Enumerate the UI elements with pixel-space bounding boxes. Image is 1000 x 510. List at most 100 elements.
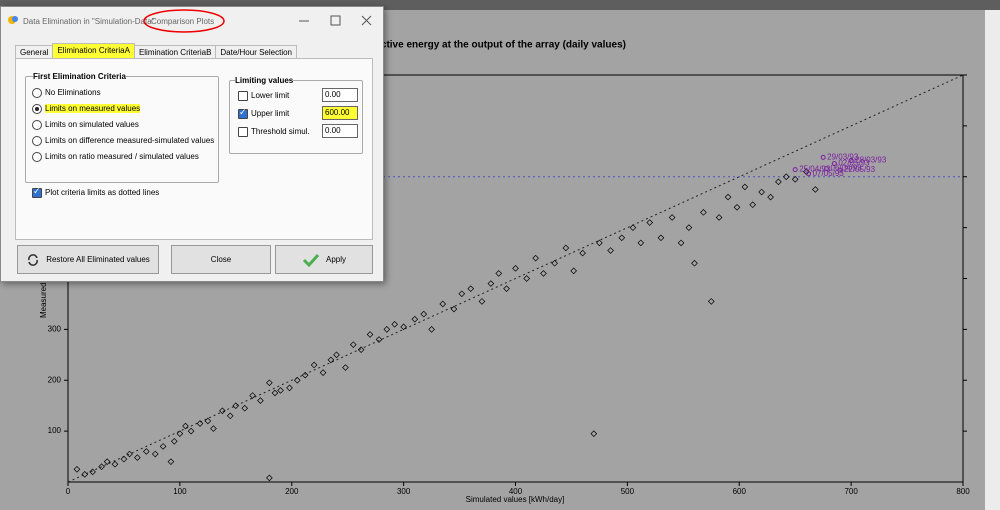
point — [668, 214, 676, 221]
button-label: Close — [210, 255, 232, 264]
point — [294, 376, 301, 384]
point — [715, 214, 723, 221]
point — [523, 275, 531, 282]
point — [775, 178, 782, 186]
x-tick-label: 200 — [285, 487, 299, 496]
labeled-point — [837, 167, 843, 173]
point — [271, 389, 279, 397]
radio-label: Limits on difference measured-simulated … — [45, 136, 215, 145]
app-icon — [8, 16, 18, 24]
point — [375, 336, 383, 343]
point — [151, 450, 159, 458]
x-tick-label: 100 — [173, 487, 187, 496]
limit-label: Upper limit — [251, 109, 290, 118]
limits-group — [229, 80, 363, 154]
point — [120, 455, 128, 463]
red-circle — [143, 9, 225, 33]
x-tick-label: 700 — [844, 487, 858, 496]
radio-button[interactable] — [32, 152, 42, 162]
checkbox-label: Plot criteria limits as dotted lines — [45, 188, 160, 197]
button-label: Apply — [325, 255, 346, 264]
point — [204, 417, 212, 425]
limit-field[interactable]: 600.00 — [322, 106, 358, 120]
point — [803, 168, 810, 175]
limit-label: Lower limit — [251, 91, 290, 100]
point — [170, 437, 178, 445]
point — [439, 300, 447, 308]
point — [249, 392, 256, 399]
tab[interactable]: Date/Hour Selection — [215, 45, 297, 61]
point — [103, 458, 111, 465]
checkbox[interactable]: ✓ — [238, 107, 248, 119]
radio-button[interactable] — [32, 136, 42, 146]
radio-button[interactable] — [32, 120, 42, 130]
radio-button[interactable] — [32, 104, 42, 114]
checkbox[interactable] — [238, 91, 248, 101]
point — [707, 298, 715, 305]
point — [733, 203, 741, 211]
point-label: 29/03/93 — [827, 153, 859, 162]
labeled-point — [820, 154, 826, 160]
x-tick-label: 600 — [733, 487, 747, 496]
point-label: 06/04/93 — [831, 164, 863, 173]
apply-button[interactable]: Apply — [275, 245, 373, 274]
point-label: 22/05/93 — [844, 165, 876, 174]
point — [126, 450, 133, 458]
point — [562, 244, 570, 252]
point — [266, 474, 273, 482]
labeled-point — [792, 167, 798, 173]
window-controls — [299, 15, 372, 26]
checkbox[interactable] — [238, 127, 248, 137]
point — [420, 310, 428, 318]
point — [182, 422, 189, 430]
point — [467, 285, 475, 292]
point — [383, 326, 391, 333]
point — [301, 371, 309, 379]
checkbox[interactable]: ✓ — [32, 186, 42, 198]
dialog-title: Data Elimination in "Simulation-Data" — [23, 17, 155, 26]
point — [450, 305, 458, 313]
radio-label: No Eliminations — [45, 88, 101, 97]
point — [700, 209, 707, 216]
reference-line — [67, 74, 964, 483]
point — [167, 458, 175, 465]
point — [596, 239, 603, 247]
y-tick-label: 100 — [48, 426, 62, 435]
y-axis-label: Measured val — [39, 270, 48, 318]
restore-button[interactable]: Restore All Eliminated values — [17, 245, 159, 274]
limit-field[interactable]: 0.00 — [322, 124, 358, 138]
point — [73, 465, 81, 473]
limit-field[interactable]: 0.00 — [322, 88, 358, 102]
check-mark: ✓ — [239, 107, 247, 117]
point — [219, 407, 226, 415]
point — [232, 402, 240, 410]
labeled-point — [848, 157, 854, 163]
point — [411, 315, 419, 323]
point — [540, 270, 547, 277]
tab[interactable]: Elimination CriteriaA — [52, 43, 135, 59]
point — [607, 247, 614, 254]
x-tick-label: 500 — [621, 487, 635, 496]
point — [327, 356, 335, 364]
point — [319, 369, 327, 376]
point — [618, 234, 626, 242]
labeled-point — [824, 166, 830, 172]
x-axis-label: Simulated values [kWh/day] — [466, 495, 565, 504]
point — [310, 361, 318, 369]
radio-button[interactable] — [32, 88, 42, 98]
point — [196, 420, 204, 427]
labeled-point — [806, 171, 812, 177]
point-label: 02/05/93 — [838, 159, 870, 168]
x-tick-label: 0 — [66, 487, 71, 496]
point — [637, 239, 645, 247]
point — [111, 460, 119, 468]
x-tick-label: 400 — [509, 487, 523, 496]
point — [89, 468, 96, 476]
point — [257, 397, 264, 404]
close-button[interactable]: Close — [171, 245, 271, 274]
tab-bar: General Elimination CriteriaA Elimination … — [15, 43, 297, 61]
point — [646, 219, 654, 226]
button-label: Restore All Eliminated values — [46, 255, 150, 264]
point — [691, 259, 698, 267]
point-label: 25/04/93 — [799, 165, 831, 174]
